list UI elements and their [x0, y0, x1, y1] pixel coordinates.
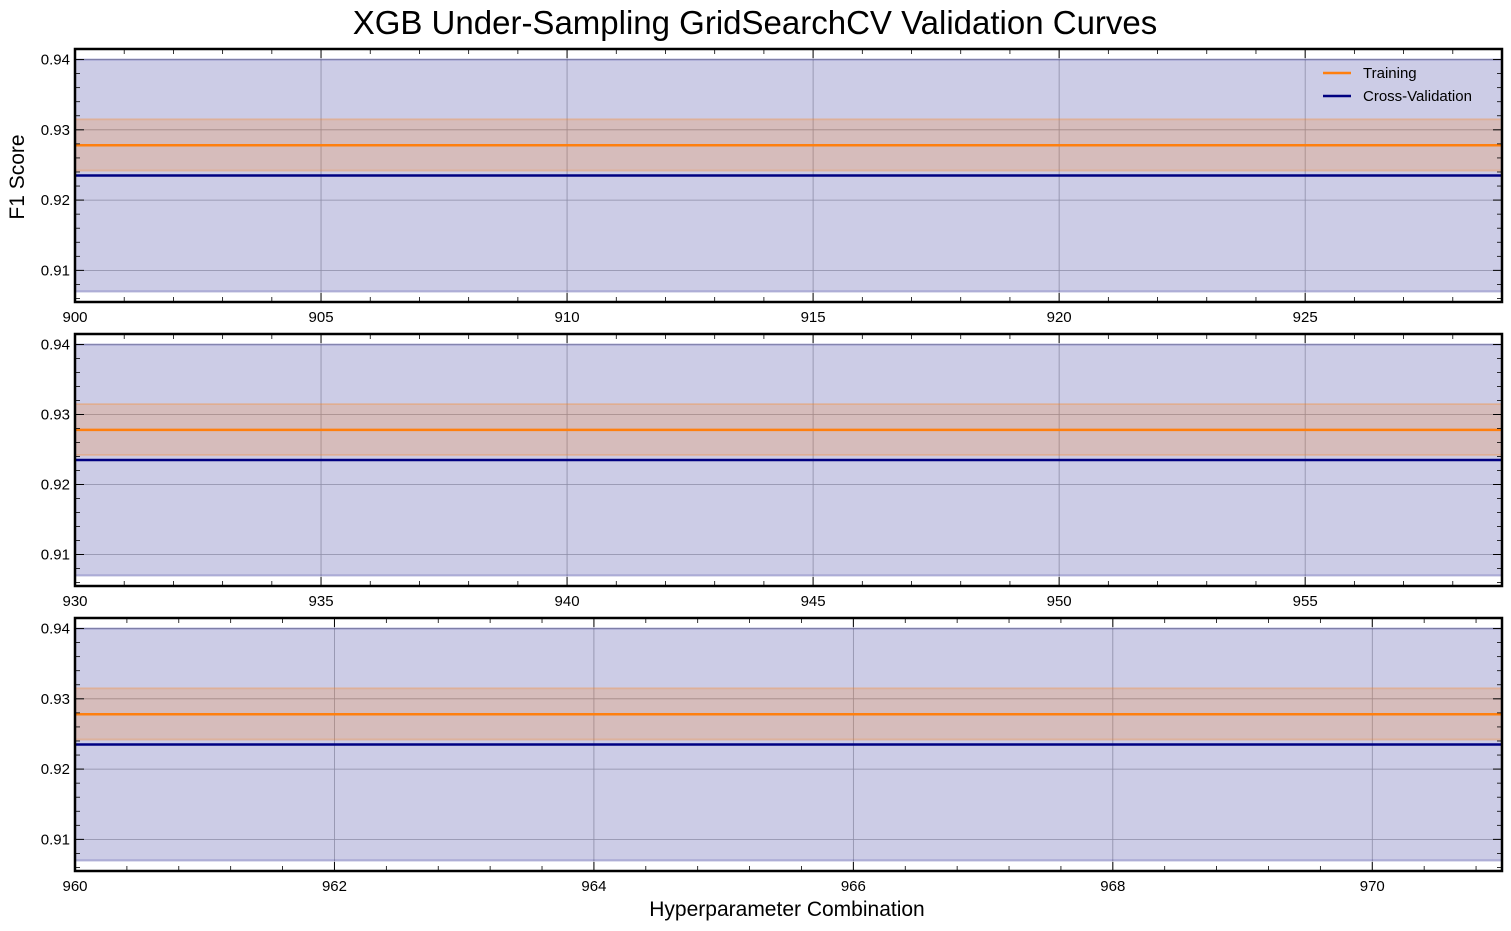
x-tick-label: 920	[1047, 309, 1072, 326]
x-tick-label: 925	[1293, 309, 1318, 326]
x-tick-label: 935	[309, 593, 334, 610]
y-tick-label: 0.92	[41, 192, 70, 209]
x-tick-label: 968	[1100, 878, 1125, 895]
x-tick-label: 964	[581, 878, 606, 895]
y-tick-label: 0.91	[41, 262, 70, 279]
x-tick-label: 900	[62, 309, 87, 326]
x-tick-label: 966	[841, 878, 866, 895]
x-tick-label: 910	[555, 309, 580, 326]
chart-panel-1: 900 905 910 915 920 925 0.91 0.92 0.93 0.94 Traini…	[41, 47, 1504, 326]
x-axis-label: Hyperparameter Combination	[649, 898, 924, 921]
y-tick-label: 0.93	[41, 407, 70, 424]
legend-training-label: Training	[1363, 65, 1417, 82]
x-tick-label: 945	[801, 593, 826, 610]
plot-frame	[73, 47, 1504, 304]
x-tick-label: 940	[555, 593, 580, 610]
y-tick-label: 0.92	[41, 761, 70, 778]
y-axis-label: F1 Score	[6, 134, 29, 219]
x-tick-label: 915	[801, 309, 826, 326]
x-tick-label: 930	[62, 593, 87, 610]
x-tick-label: 905	[309, 309, 334, 326]
chart-panel-3: 960 962 964 966 968 970 0.91 0.92 0.93 0.94	[41, 616, 1504, 895]
plot-frame	[73, 332, 1504, 588]
y-tick-label: 0.93	[41, 691, 70, 708]
y-tick-label: 0.94	[41, 337, 70, 354]
x-tick-label: 970	[1360, 878, 1385, 895]
legend-cross-validation-label: Cross-Validation	[1363, 88, 1472, 105]
x-tick-label: 955	[1293, 593, 1318, 610]
x-tick-label: 950	[1047, 593, 1072, 610]
chart-panel-2: 930 935 940 945 950 955 0.91 0.92 0.93 0.94	[41, 332, 1504, 610]
y-tick-label: 0.92	[41, 477, 70, 494]
x-tick-label: 960	[62, 878, 87, 895]
figure-title: XGB Under-Sampling GridSearchCV Validati…	[353, 4, 1158, 41]
y-tick-label: 0.94	[41, 621, 70, 638]
y-tick-label: 0.93	[41, 122, 70, 139]
x-tick-label: 962	[322, 878, 347, 895]
y-tick-label: 0.91	[41, 831, 70, 848]
y-tick-label: 0.94	[41, 52, 70, 69]
plot-frame	[73, 616, 1504, 873]
legend: Training Cross-Validation	[1323, 65, 1472, 105]
y-tick-label: 0.91	[41, 547, 70, 564]
